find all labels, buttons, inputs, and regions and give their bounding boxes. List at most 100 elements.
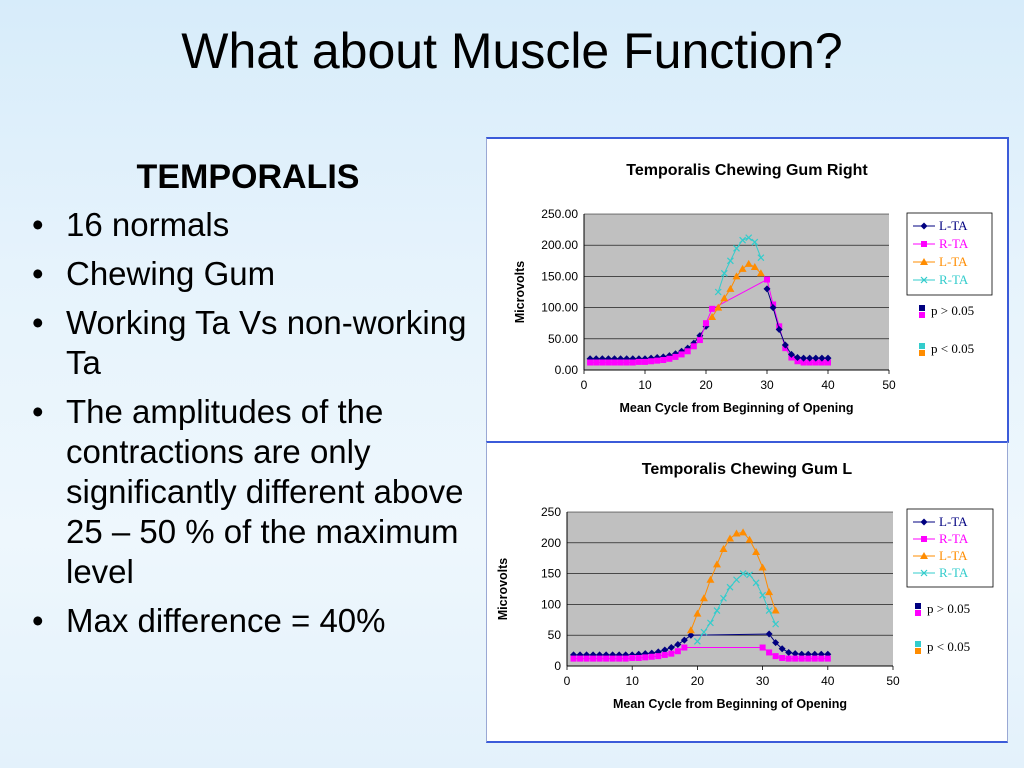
- data-point: [785, 648, 793, 656]
- data-point: [756, 269, 765, 277]
- data-point: [590, 655, 597, 662]
- data-point: [772, 620, 780, 628]
- data-point: [757, 254, 765, 262]
- p-swatch: [919, 350, 925, 356]
- y-tick-label: 0: [554, 659, 561, 673]
- series-r-ta: [714, 234, 765, 296]
- data-point: [616, 655, 623, 662]
- data-point: [759, 644, 766, 651]
- data-point: [733, 244, 740, 252]
- data-point: [739, 570, 747, 578]
- data-point: [680, 636, 688, 644]
- data-point: [785, 655, 792, 662]
- data-point: [811, 655, 818, 662]
- p-swatch: [915, 610, 921, 616]
- data-point: [800, 359, 807, 366]
- legend-label: R-TA: [939, 272, 969, 287]
- data-point: [713, 607, 721, 614]
- x-tick-label: 40: [821, 378, 835, 392]
- data-point: [629, 359, 636, 366]
- data-point: [623, 359, 630, 366]
- data-point: [648, 358, 655, 365]
- data-point: [686, 626, 695, 634]
- x-axis-label: Mean Cycle from Beginning of Opening: [613, 697, 847, 711]
- data-point: [766, 649, 773, 656]
- data-point: [738, 264, 747, 272]
- data-point: [714, 288, 722, 296]
- data-point: [583, 655, 590, 662]
- data-point: [744, 259, 753, 267]
- data-point: [775, 325, 783, 333]
- x-axis-label: Mean Cycle from Beginning of Opening: [619, 401, 853, 415]
- data-point: [605, 359, 612, 366]
- legend-label: R-TA: [939, 531, 969, 546]
- y-tick-label: 100: [541, 597, 561, 611]
- legend-label: L-TA: [939, 218, 968, 233]
- p-label-lt: p < 0.05: [931, 341, 974, 356]
- data-point: [745, 234, 753, 242]
- data-point: [804, 650, 812, 658]
- series-r-ta: [570, 644, 831, 662]
- y-tick-label: 250: [541, 505, 561, 519]
- data-point: [794, 358, 801, 365]
- series-l-ta: [686, 528, 780, 634]
- data-point: [733, 576, 740, 584]
- data-point: [654, 357, 661, 364]
- p-label-lt: p < 0.05: [927, 639, 970, 654]
- legend-marker: [920, 222, 928, 230]
- x-tick-label: 10: [638, 378, 652, 392]
- chart-title: Temporalis Chewing Gum Right: [626, 162, 868, 179]
- chart-right-svg: Temporalis Chewing Gum Right0.0050.00100…: [513, 162, 993, 415]
- p-label-gt: p > 0.05: [927, 601, 970, 616]
- data-point: [752, 548, 761, 556]
- data-point: [666, 355, 673, 362]
- data-point: [745, 535, 754, 543]
- p-swatch: [919, 343, 925, 349]
- x-tick-label: 30: [760, 378, 774, 392]
- data-point: [805, 655, 812, 662]
- data-point: [707, 619, 714, 627]
- data-point: [599, 359, 606, 366]
- data-point: [690, 343, 697, 350]
- data-point: [696, 337, 703, 344]
- data-point: [818, 359, 825, 366]
- x-tick-label: 20: [691, 674, 705, 688]
- data-point: [791, 650, 799, 658]
- data-point: [792, 655, 799, 662]
- data-point: [570, 655, 577, 662]
- data-point: [635, 358, 642, 365]
- data-point: [818, 655, 825, 662]
- data-point: [824, 354, 832, 362]
- y-tick-label: 200.00: [541, 238, 578, 252]
- p-label-gt: p > 0.05: [931, 303, 974, 318]
- x-tick-label: 50: [882, 378, 896, 392]
- chart-right: Temporalis Chewing Gum Right 0.00 50.00 100…: [486, 137, 1009, 443]
- x-tick-label: 40: [821, 674, 835, 688]
- data-point: [818, 354, 826, 362]
- data-point: [603, 655, 610, 662]
- data-point: [794, 354, 801, 362]
- data-point: [751, 238, 759, 246]
- chart-left-svg: Temporalis Chewing Gum L 0 50 100 150 200 250 0…: [496, 461, 994, 711]
- x-tick-label: 30: [756, 674, 770, 688]
- legend-marker: [921, 241, 927, 247]
- data-point: [812, 359, 819, 366]
- data-point: [759, 591, 767, 599]
- data-point: [587, 359, 594, 366]
- data-point: [726, 583, 734, 591]
- data-point: [642, 654, 649, 661]
- data-point: [706, 575, 715, 583]
- data-point: [672, 353, 679, 360]
- data-point: [800, 354, 808, 362]
- data-point: [593, 359, 600, 366]
- data-point: [674, 648, 681, 655]
- y-tick-label: 150.00: [541, 269, 578, 283]
- data-point: [825, 359, 831, 366]
- data-point: [758, 563, 767, 571]
- data-point: [719, 544, 728, 552]
- data-point: [714, 303, 723, 311]
- data-point: [812, 354, 820, 362]
- data-point: [726, 284, 735, 292]
- data-point: [771, 606, 780, 614]
- data-point: [781, 341, 789, 349]
